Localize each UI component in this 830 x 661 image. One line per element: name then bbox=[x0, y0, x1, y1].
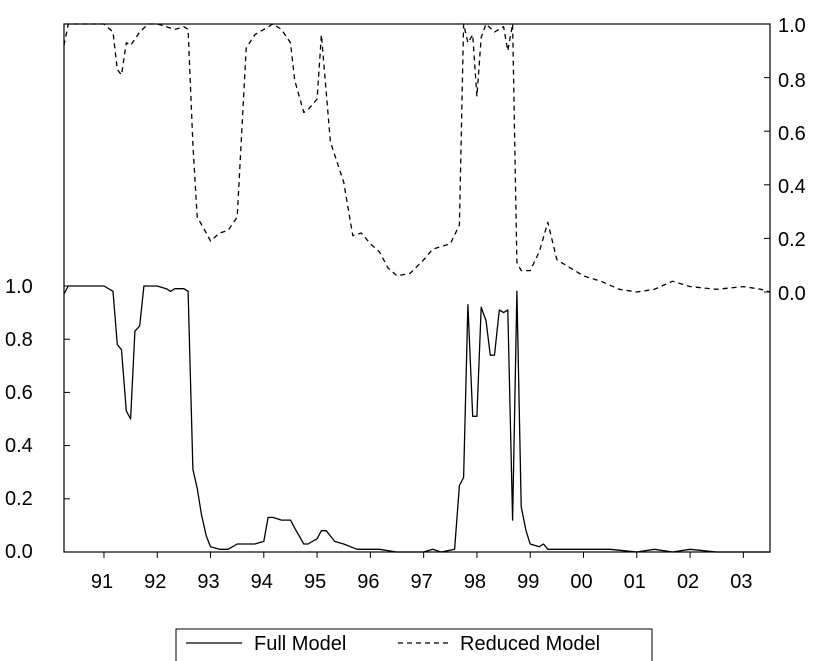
left-tick-label: 0.6 bbox=[5, 382, 33, 404]
x-tick-label: 97 bbox=[411, 571, 433, 593]
x-tick-label: 94 bbox=[251, 571, 273, 593]
x-tick-label: 03 bbox=[730, 571, 752, 593]
x-tick-label: 95 bbox=[304, 571, 326, 593]
left-tick-label: 0.8 bbox=[5, 329, 33, 351]
left-tick-label: 1.0 bbox=[5, 276, 33, 298]
left-tick-3: 0.6 bbox=[5, 382, 33, 404]
x-tick-label: 93 bbox=[197, 571, 219, 593]
right-tick-label: 0.8 bbox=[778, 70, 806, 92]
series-layer bbox=[63, 23, 771, 553]
x-tick-label: 01 bbox=[624, 571, 646, 593]
plot-frame bbox=[63, 23, 771, 553]
left-tick-label: 0.2 bbox=[5, 488, 33, 510]
series-line-full-model bbox=[63, 285, 770, 553]
right-tick-label: 1.0 bbox=[778, 15, 806, 37]
right-axis: 0.0 0.2 0.4 0.6 0.8 1.0 bbox=[764, 15, 806, 305]
left-axis: 0.0 0.2 0.4 0.6 0.8 1.0 bbox=[5, 276, 70, 563]
right-tick-label: 0.4 bbox=[778, 176, 806, 198]
legend-label-full-model: Full Model bbox=[254, 633, 346, 655]
legend-label-reduced-model: Reduced Model bbox=[460, 633, 600, 655]
left-tick-2: 0.4 bbox=[5, 435, 33, 457]
right-tick-label: 0.6 bbox=[778, 123, 806, 145]
left-tick-0: 0.0 bbox=[5, 541, 33, 563]
legend-box bbox=[175, 628, 653, 661]
x-tick-label: 99 bbox=[517, 571, 539, 593]
right-tick-label: 0.0 bbox=[778, 283, 806, 305]
x-tick-label: 98 bbox=[464, 571, 486, 593]
right-tick-label: 0.2 bbox=[778, 229, 806, 251]
left-tick-5: 1.0 bbox=[5, 276, 33, 298]
x-axis: 91 92 93 94 95 96 97 98 99 00 01 02 03 bbox=[91, 552, 752, 593]
series-line-reduced-model bbox=[63, 23, 771, 293]
x-tick-label: 91 bbox=[91, 571, 113, 593]
x-tick-label: 00 bbox=[570, 571, 592, 593]
left-tick-1: 0.2 bbox=[5, 488, 33, 510]
left-tick-4: 0.8 bbox=[5, 329, 33, 351]
left-tick-label: 0.4 bbox=[5, 435, 33, 457]
legend: Full Model Reduced Model bbox=[175, 628, 653, 661]
left-tick-label: 0.0 bbox=[5, 541, 33, 563]
x-tick-label: 96 bbox=[357, 571, 379, 593]
x-tick-label: 02 bbox=[677, 571, 699, 593]
x-tick-label: 92 bbox=[144, 571, 166, 593]
